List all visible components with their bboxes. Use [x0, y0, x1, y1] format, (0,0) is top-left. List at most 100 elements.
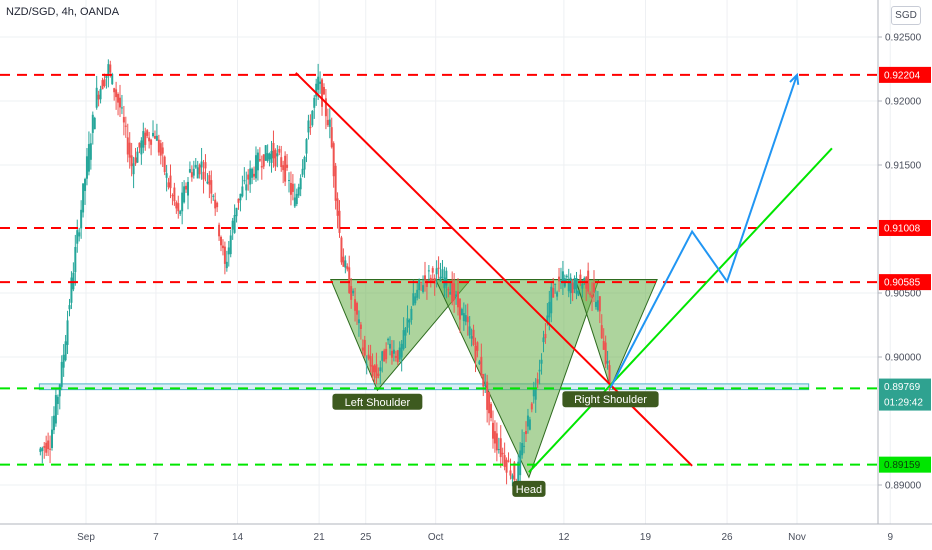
candle: [126, 137, 129, 155]
candle: [155, 135, 158, 141]
candle: [561, 271, 564, 282]
candle: [52, 415, 55, 431]
x-tick-label: 9: [887, 532, 893, 543]
candle: [575, 278, 578, 294]
pattern-label-bg: [512, 480, 546, 497]
candle: [523, 445, 526, 447]
candle: [186, 181, 189, 196]
candle: [554, 283, 557, 285]
candle: [592, 283, 595, 293]
candle: [441, 269, 444, 278]
candle: [66, 320, 69, 345]
candle: [233, 215, 236, 233]
candle: [558, 276, 561, 282]
candle: [120, 107, 123, 109]
candle: [319, 81, 322, 84]
candle: [206, 181, 209, 184]
candle: [307, 120, 310, 133]
candle: [336, 198, 339, 216]
candle: [371, 365, 374, 377]
candle: [396, 350, 399, 363]
candle: [493, 431, 496, 444]
candle: [552, 287, 555, 298]
candle: [85, 156, 88, 179]
candle: [68, 305, 71, 310]
candle: [348, 267, 351, 294]
candle: [95, 87, 98, 108]
candle: [565, 275, 568, 278]
y-tick-label: 0.91500: [885, 161, 922, 172]
candle: [118, 97, 121, 108]
candle: [377, 373, 380, 376]
y-axis-ticks: 0.92500 0.92000 0.91500 0.90500 0.90000 0.890…: [878, 33, 922, 492]
candle: [387, 338, 390, 341]
candle: [144, 132, 147, 145]
candle: [503, 455, 506, 467]
currency-button[interactable]: SGD: [891, 6, 921, 25]
candle: [268, 153, 271, 160]
candle: [134, 157, 137, 164]
candle: [538, 369, 541, 372]
price-tag-bg: [879, 219, 931, 236]
candle: [324, 98, 327, 117]
candle: [453, 283, 456, 300]
candle: [278, 149, 281, 153]
candle: [64, 341, 67, 361]
support-zone: [38, 383, 810, 391]
candle: [51, 429, 54, 448]
candle: [70, 277, 73, 303]
candle: [274, 150, 277, 167]
candle: [435, 268, 438, 275]
candle: [317, 76, 320, 90]
candle: [536, 379, 539, 384]
candle: [227, 247, 230, 255]
candle: [389, 343, 392, 349]
projection-arrowhead: [789, 72, 800, 85]
x-tick-label: 12: [558, 532, 570, 543]
candle: [462, 313, 465, 322]
candle: [548, 301, 551, 318]
candle: [39, 448, 42, 452]
candle: [540, 359, 543, 364]
x-axis-ticks: Sep 7 14 21 25 Oct 12 19 26 Nov 9: [77, 532, 893, 543]
candle: [237, 198, 240, 203]
candle: [289, 182, 292, 195]
x-tick-label: 14: [232, 532, 244, 543]
candle: [451, 280, 454, 303]
candle: [546, 315, 549, 323]
candle: [458, 298, 461, 320]
candle: [464, 315, 467, 322]
candle: [425, 280, 428, 287]
candle: [608, 365, 611, 387]
candle: [354, 299, 357, 311]
candle: [113, 88, 116, 93]
candle: [390, 350, 393, 358]
candle: [146, 130, 149, 136]
candle: [221, 245, 224, 249]
candle: [400, 343, 403, 358]
candle: [152, 132, 155, 137]
candle: [225, 261, 228, 269]
candle: [429, 277, 432, 282]
pattern-labels: Left Shoulder Head Right Shoulder: [332, 391, 659, 497]
candle: [361, 347, 364, 351]
symbol-title: NZD/SGD, 4h, OANDA: [6, 6, 120, 18]
candle: [332, 143, 335, 177]
candle: [445, 270, 448, 286]
candle: [272, 142, 275, 159]
candle: [157, 139, 160, 153]
current-price-label: 0.89769: [884, 382, 921, 393]
candle: [262, 154, 265, 167]
candle: [594, 301, 597, 307]
candle: [45, 442, 48, 453]
candle: [313, 97, 316, 108]
candle: [101, 80, 104, 90]
candle: [99, 89, 102, 100]
candle: [231, 220, 234, 230]
candle: [383, 350, 386, 362]
candle: [163, 156, 166, 173]
current-price-tag-bg: [879, 378, 931, 411]
candle: [340, 237, 343, 263]
candle: [192, 168, 195, 176]
